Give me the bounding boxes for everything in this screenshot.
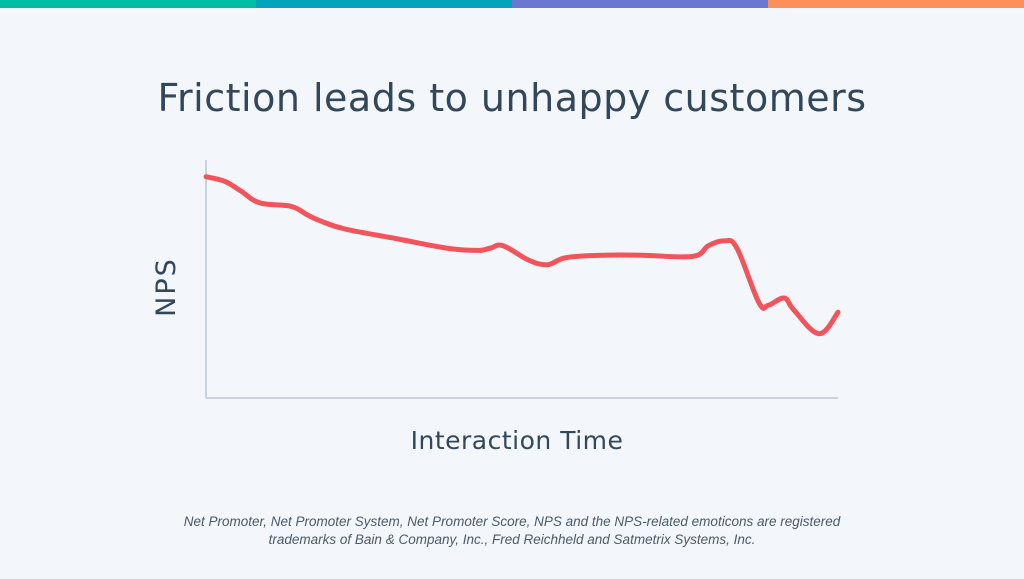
top-bar-segment-teal <box>0 0 256 8</box>
trademark-footnote: Net Promoter, Net Promoter System, Net P… <box>112 513 912 549</box>
nps-series-line <box>203 174 841 337</box>
top-bar-segment-purple <box>512 0 768 8</box>
top-color-bar <box>0 0 1024 8</box>
footnote-line-2: trademarks of Bain & Company, Inc., Fred… <box>268 532 756 547</box>
y-axis-label: NPS <box>151 257 182 317</box>
footnote-line-1: Net Promoter, Net Promoter System, Net P… <box>183 514 841 529</box>
top-bar-segment-orange <box>768 0 1024 8</box>
slide-title: Friction leads to unhappy customers <box>157 76 867 120</box>
x-axis-label: Interaction Time <box>411 426 624 455</box>
top-bar-segment-blue <box>256 0 512 8</box>
